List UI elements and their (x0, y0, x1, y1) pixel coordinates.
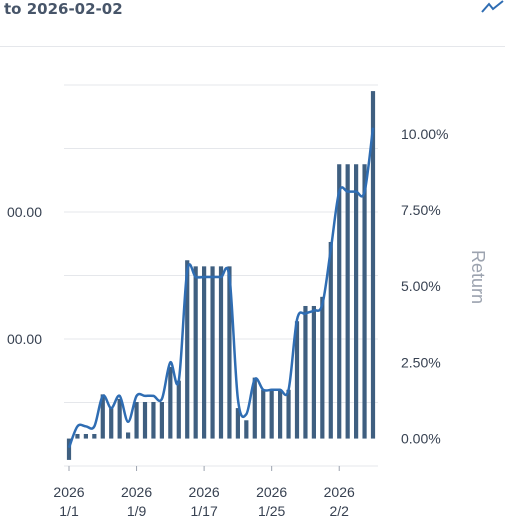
x-tick-date: 1/1 (59, 503, 79, 519)
bar (92, 433, 97, 439)
bar (75, 433, 80, 439)
bar (244, 420, 249, 439)
bar (210, 266, 215, 439)
bar (294, 321, 300, 439)
x-tick-year: 2026 (121, 484, 152, 500)
x-tick-date: 1/17 (190, 503, 217, 519)
right-axis-tick-label: 0.00% (401, 431, 441, 447)
left-axis-tick-label: 00.00 (7, 331, 42, 347)
right-axis-tick-label: 2.50% (401, 354, 441, 370)
bar (66, 438, 72, 460)
right-axis-tick-label: 5.00% (401, 278, 441, 294)
trend-line-icon[interactable] (480, 0, 505, 14)
bar (303, 305, 308, 439)
left-axis-ticks: 00.00 00.00 (7, 204, 42, 347)
bar (176, 380, 181, 439)
x-tick-year: 2026 (324, 484, 355, 500)
bar (337, 164, 342, 439)
left-axis-tick-label: 00.00 (7, 204, 42, 220)
x-tick-year: 2026 (53, 484, 84, 500)
bar (269, 389, 274, 439)
bar (159, 401, 164, 439)
header-divider (0, 46, 505, 47)
bar (202, 266, 207, 439)
bar (261, 389, 266, 439)
right-axis-tick-label: 10.00% (401, 126, 448, 142)
bar (126, 432, 131, 439)
bar (142, 401, 148, 439)
header-date-range: to 2026-02-02 (4, 0, 123, 18)
bar (218, 266, 224, 439)
right-axis-title: Return (468, 250, 488, 304)
bar-series (66, 91, 376, 460)
bar (320, 296, 325, 439)
bar (134, 401, 139, 439)
bar (252, 377, 257, 439)
bar (227, 266, 232, 439)
x-tick-year: 2026 (189, 484, 220, 500)
right-axis-ticks: 0.00% 2.50% 5.00% 7.50% 10.00% (401, 126, 448, 447)
x-tick-date: 1/9 (127, 503, 147, 519)
bar (193, 266, 198, 439)
bar (100, 394, 105, 439)
bar (370, 91, 376, 439)
bar (311, 305, 316, 439)
bar (362, 164, 367, 439)
bar (168, 366, 173, 439)
x-tick-date: 2/2 (329, 503, 349, 519)
x-tick-year: 2026 (256, 484, 287, 500)
x-tick-date: 1/25 (258, 503, 285, 519)
bar (278, 389, 283, 439)
bar (286, 389, 291, 439)
line-series (67, 127, 375, 449)
bar (354, 164, 359, 439)
bar (328, 241, 333, 439)
bar (185, 260, 190, 439)
bar (235, 408, 240, 439)
right-axis-tick-label: 7.50% (401, 202, 441, 218)
bar (345, 164, 350, 439)
x-axis-ticks: 2026 1/1 2026 1/9 2026 1/17 2026 1/25 2026 2/2 (53, 466, 355, 519)
bar (109, 408, 114, 439)
bar (151, 401, 156, 439)
bar (83, 433, 88, 439)
bar (117, 398, 122, 439)
